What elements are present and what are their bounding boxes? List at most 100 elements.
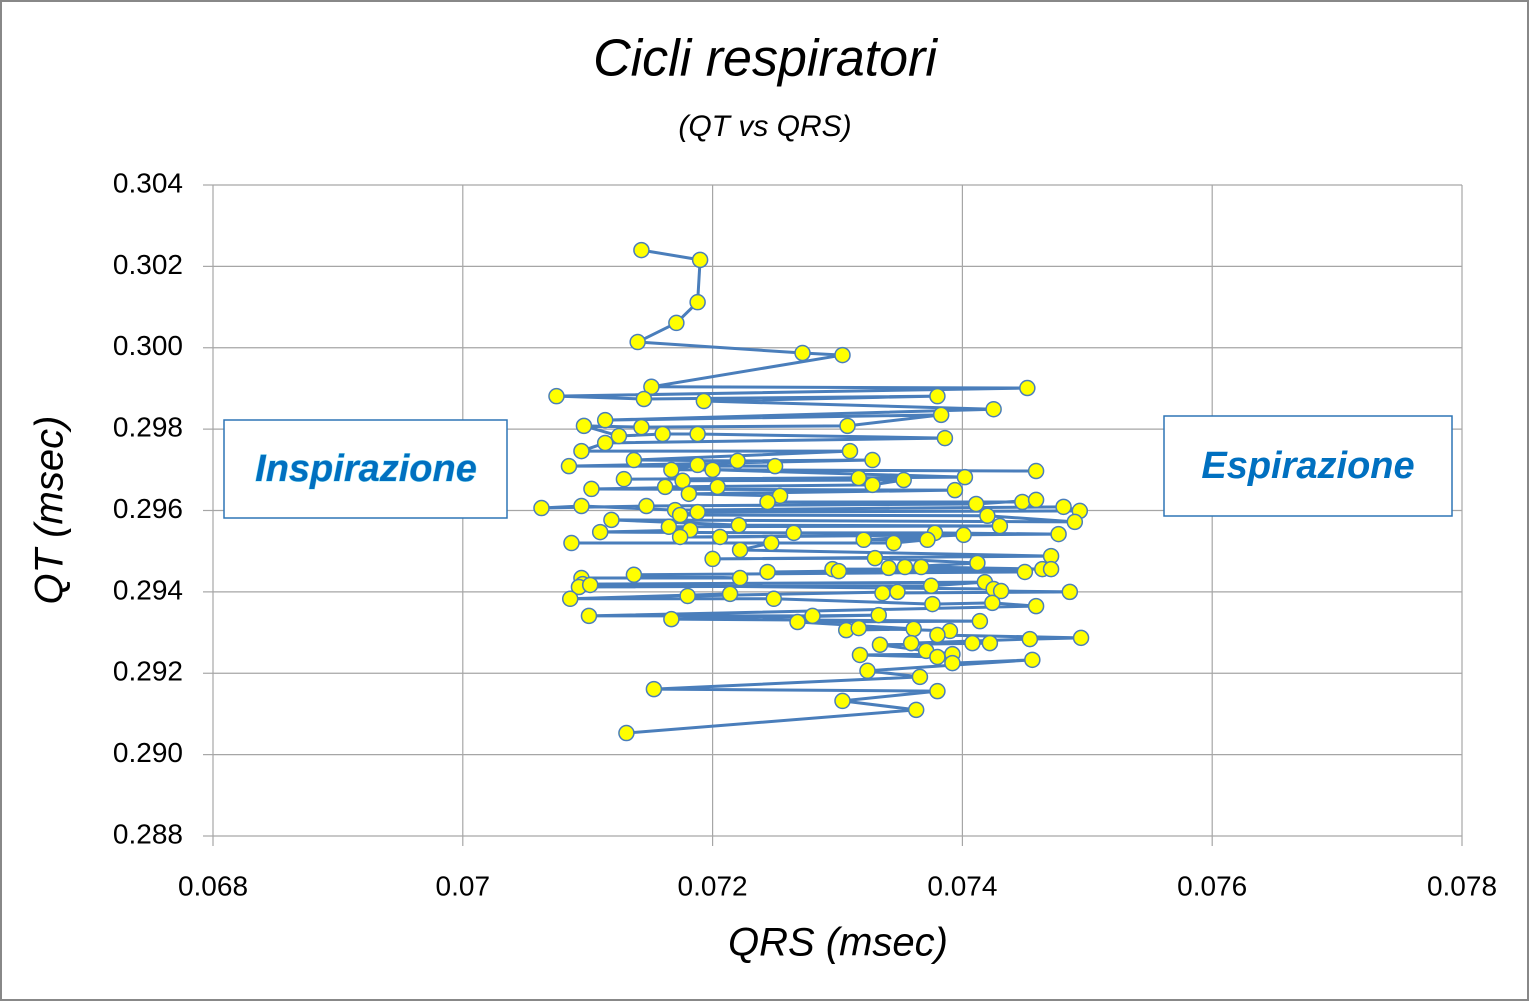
data-point (924, 595, 941, 613)
data-point (633, 418, 650, 436)
data-point (919, 531, 936, 549)
data-point (874, 584, 891, 602)
data-point (691, 251, 709, 269)
y-tick-label: 0.294 (113, 574, 183, 605)
data-point (603, 511, 620, 529)
data-point (695, 392, 713, 410)
y-tick-label: 0.296 (113, 493, 183, 524)
data-point (1072, 629, 1090, 647)
data-point (689, 425, 706, 443)
data-point (591, 523, 609, 541)
data-point (660, 518, 678, 536)
data-point (979, 507, 996, 525)
data-point (1027, 491, 1045, 509)
data-point (671, 506, 689, 524)
y-tick-label: 0.302 (113, 249, 183, 280)
data-point (730, 516, 748, 534)
data-point (615, 470, 633, 488)
data-point (668, 314, 685, 332)
data-point (766, 457, 784, 475)
plot-area: 0.288 0.290 0.292 0.294 0.296 0.298 0.300 0.302… (113, 167, 1497, 901)
data-point (596, 411, 614, 429)
x-tick-label: 0.076 (1177, 870, 1247, 901)
data-point (859, 662, 876, 680)
data-point (850, 619, 867, 637)
data-point (679, 587, 696, 605)
data-point (625, 451, 643, 469)
data-point (573, 442, 590, 460)
x-tick-label: 0.078 (1427, 870, 1497, 901)
data-point (560, 457, 578, 475)
data-point (907, 701, 925, 719)
data-point (839, 417, 856, 435)
data-point (671, 528, 689, 546)
data-point (956, 468, 974, 486)
data-point (1066, 513, 1084, 531)
data-point (932, 406, 950, 424)
data-point (971, 612, 989, 630)
data-point (804, 607, 821, 625)
x-tick-label: 0.072 (678, 870, 748, 901)
data-point (763, 534, 780, 552)
data-point (929, 648, 946, 666)
data-point (841, 442, 859, 460)
data-point (851, 646, 869, 664)
data-point (864, 476, 881, 494)
data-point (629, 333, 646, 351)
data-point (656, 478, 674, 496)
data-point (731, 569, 749, 587)
data-point (704, 550, 721, 568)
data-point (981, 634, 999, 652)
data-point (583, 480, 600, 498)
data-point (674, 472, 691, 490)
data-point (1019, 379, 1036, 397)
data-point (1042, 560, 1060, 578)
y-tick-label: 0.298 (113, 412, 183, 443)
data-point (1024, 651, 1041, 669)
x-tick-label: 0.068 (178, 870, 248, 901)
data-point (654, 425, 671, 443)
data-point (1016, 563, 1034, 581)
data-point (689, 456, 706, 474)
data-point (922, 577, 940, 595)
data-point (936, 429, 954, 447)
data-point (765, 590, 783, 608)
data-point (785, 524, 803, 542)
data-point (533, 499, 550, 517)
x-tick-label: 0.074 (927, 870, 997, 901)
data-point (704, 461, 721, 479)
data-point (731, 541, 749, 559)
data-point (967, 495, 985, 513)
data-point (864, 451, 881, 469)
data-point (789, 613, 806, 631)
data-point (929, 387, 946, 405)
data-point (575, 417, 593, 435)
data-point (1055, 498, 1072, 516)
y-tick-label: 0.290 (113, 737, 183, 768)
chart-subtitle: (QT vs QRS) (678, 110, 851, 143)
annotation-box (223, 419, 508, 519)
x-axis-label: QRS (msec) (728, 921, 948, 965)
data-point (794, 344, 811, 362)
data-point (596, 434, 614, 452)
annotation: Inspirazione (255, 448, 477, 490)
y-tick-label: 0.292 (113, 656, 183, 687)
data-point (563, 534, 580, 552)
data-point (638, 497, 655, 515)
data-point (663, 610, 680, 628)
data-point (580, 607, 598, 625)
data-point (1061, 583, 1079, 601)
data-point (855, 531, 872, 549)
data-point (955, 526, 972, 544)
data-point (561, 590, 579, 608)
data-point (896, 558, 914, 576)
data-point (709, 478, 726, 496)
data-point (1050, 525, 1067, 543)
data-point (830, 562, 847, 580)
data-point (946, 481, 964, 499)
data-point (625, 566, 643, 584)
data-point (866, 549, 884, 567)
annotation: Espirazione (1201, 445, 1414, 487)
data-point (645, 680, 663, 698)
